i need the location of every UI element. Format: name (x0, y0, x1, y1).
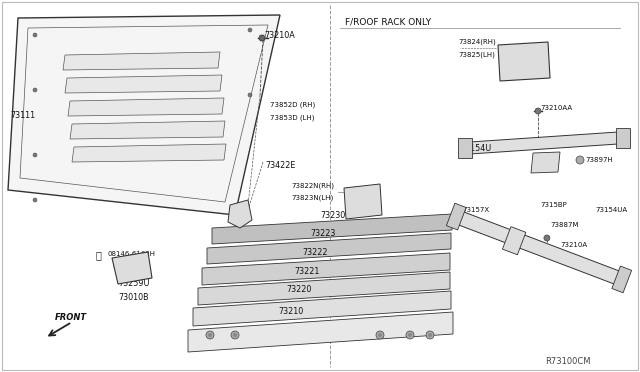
Text: 08146-6162H: 08146-6162H (107, 251, 155, 257)
Text: 73010B: 73010B (118, 294, 148, 302)
Polygon shape (498, 42, 550, 81)
Text: 73223: 73223 (310, 228, 335, 237)
Polygon shape (505, 48, 542, 74)
Polygon shape (70, 121, 225, 139)
Text: 73210AA: 73210AA (540, 105, 572, 111)
Polygon shape (63, 52, 220, 70)
Circle shape (248, 93, 252, 97)
Polygon shape (458, 138, 472, 158)
Text: 73852D (RH): 73852D (RH) (270, 102, 316, 108)
Polygon shape (8, 15, 280, 215)
Circle shape (365, 196, 371, 202)
Text: 73825(LH): 73825(LH) (458, 52, 495, 58)
Text: 73887M: 73887M (550, 222, 579, 228)
Polygon shape (188, 312, 453, 352)
Text: 73897H: 73897H (585, 157, 612, 163)
Circle shape (527, 54, 533, 60)
Circle shape (428, 333, 432, 337)
Polygon shape (350, 191, 376, 212)
Polygon shape (616, 128, 630, 148)
Circle shape (233, 333, 237, 337)
Circle shape (576, 156, 584, 164)
Polygon shape (112, 252, 152, 284)
Text: 73230: 73230 (320, 211, 345, 219)
Text: Ⓑ: Ⓑ (95, 250, 101, 260)
Text: 73220: 73220 (286, 285, 312, 295)
Circle shape (248, 28, 252, 32)
Circle shape (512, 55, 518, 61)
Polygon shape (207, 233, 451, 264)
Polygon shape (344, 184, 382, 219)
Circle shape (620, 134, 628, 142)
Polygon shape (470, 132, 618, 154)
Polygon shape (212, 214, 452, 244)
Circle shape (33, 33, 37, 37)
Text: 73221: 73221 (294, 266, 319, 276)
Text: 73111: 73111 (10, 110, 35, 119)
Text: 73210A: 73210A (264, 31, 295, 39)
Text: 73822N(RH): 73822N(RH) (291, 183, 334, 189)
Circle shape (135, 270, 141, 276)
Text: 73210A: 73210A (560, 242, 587, 248)
Text: 73157X: 73157X (462, 207, 489, 213)
Circle shape (535, 108, 541, 114)
Text: 7315BP: 7315BP (540, 202, 567, 208)
Text: 73210: 73210 (278, 307, 303, 315)
Polygon shape (193, 291, 451, 326)
Polygon shape (198, 272, 450, 305)
Circle shape (426, 331, 434, 339)
Circle shape (519, 62, 525, 68)
Circle shape (134, 259, 142, 267)
Circle shape (353, 197, 359, 203)
Polygon shape (531, 152, 560, 173)
Polygon shape (202, 253, 450, 285)
Circle shape (33, 153, 37, 157)
Text: 73853D (LH): 73853D (LH) (270, 115, 314, 121)
Circle shape (408, 333, 412, 337)
Circle shape (376, 331, 384, 339)
Text: 73824(RH): 73824(RH) (458, 39, 496, 45)
Polygon shape (446, 203, 466, 230)
Text: 73154UA: 73154UA (595, 207, 627, 213)
Circle shape (121, 261, 129, 269)
Polygon shape (612, 266, 632, 293)
Circle shape (33, 88, 37, 92)
Text: (4): (4) (112, 262, 122, 268)
Circle shape (378, 333, 382, 337)
Circle shape (544, 235, 550, 241)
Polygon shape (72, 144, 226, 162)
Circle shape (33, 198, 37, 202)
Text: F/ROOF RACK ONLY: F/ROOF RACK ONLY (345, 17, 431, 26)
Circle shape (406, 331, 414, 339)
Circle shape (208, 333, 212, 337)
Circle shape (259, 35, 265, 41)
Polygon shape (502, 227, 526, 255)
Text: R73100CM: R73100CM (545, 357, 591, 366)
Text: 73154U: 73154U (460, 144, 492, 153)
Text: 73422E: 73422E (265, 160, 296, 170)
Text: 73823N(LH): 73823N(LH) (292, 195, 334, 201)
Text: 73259U: 73259U (118, 279, 150, 288)
Circle shape (122, 272, 128, 278)
Polygon shape (65, 75, 222, 93)
Polygon shape (68, 98, 224, 116)
Circle shape (231, 331, 239, 339)
Polygon shape (458, 211, 621, 285)
Circle shape (206, 331, 214, 339)
Text: FRONT: FRONT (55, 314, 87, 323)
Text: 73222: 73222 (302, 247, 328, 257)
Polygon shape (228, 200, 252, 228)
Circle shape (619, 276, 627, 284)
